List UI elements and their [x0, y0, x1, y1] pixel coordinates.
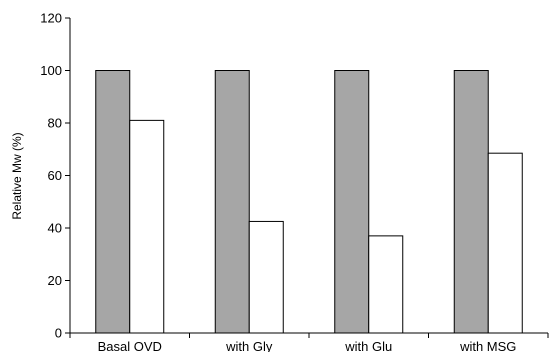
y-tick-label: 40	[48, 221, 62, 236]
y-tick-label: 0	[55, 326, 62, 341]
y-axis-label: Relative Mw (%)	[10, 132, 24, 219]
y-tick-label: 20	[48, 273, 62, 288]
y-tick-label: 120	[40, 11, 62, 26]
y-tick-label: 60	[48, 168, 62, 183]
bar-series-1-0	[95, 70, 131, 334]
bar-series-2-1	[248, 220, 284, 334]
x-tick-label: with Glu	[344, 339, 392, 352]
bar-series-1-1	[214, 70, 250, 334]
bar-series-1-3	[453, 70, 489, 334]
bar-series-2-3	[487, 152, 523, 334]
x-tick-label: Basal OVD	[98, 339, 162, 352]
x-tick-label: with Gly	[225, 339, 273, 352]
y-tick-label: 100	[40, 63, 62, 78]
bars	[95, 70, 523, 334]
bar-series-2-0	[129, 119, 165, 334]
tick-labels: 0 20 40 60 80 100 120 Basal OVD with Gly with Glu…	[40, 11, 516, 355]
y-tick-label: 80	[48, 116, 62, 131]
bar-series-2-2	[368, 235, 404, 334]
x-tick-label: with MSG	[459, 339, 516, 352]
bar-series-1-2	[334, 70, 370, 334]
